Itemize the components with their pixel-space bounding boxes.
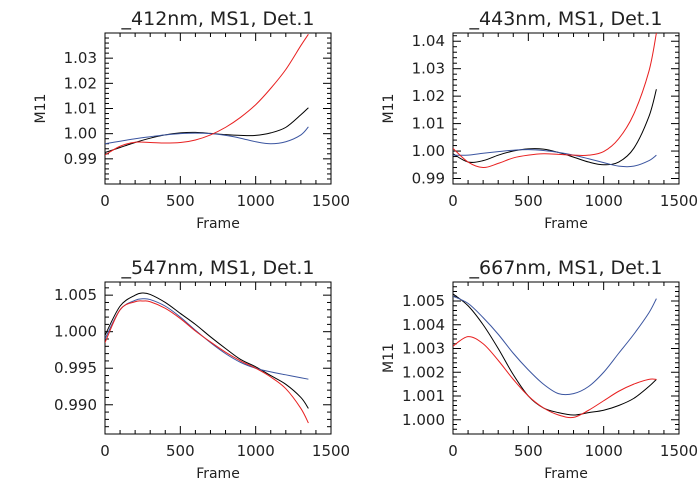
x-tick-label: 1000 (585, 192, 623, 210)
y-tick-label: 1.03 (64, 49, 97, 67)
plot-frame (452, 281, 680, 435)
y-axis-label: M11 (33, 94, 49, 124)
y-axis-label: M11 (381, 94, 397, 124)
chart-title: _667nm, MS1, Det.1 (469, 257, 663, 279)
x-tick-label: 1000 (237, 442, 275, 460)
plot-frame (452, 32, 680, 185)
series-line-blue (453, 295, 657, 396)
y-tick-label: 1.02 (64, 74, 97, 92)
chart-panel-3: _547nm, MS1, Det.1 0 500 1000 1500 0.990 0.995… (54, 257, 350, 482)
chart-title: _443nm, MS1, Det.1 (469, 8, 663, 30)
series-line-blue (453, 149, 657, 168)
y-tick-label: 1.004 (402, 316, 445, 334)
y-tick-label: 1.001 (402, 387, 445, 405)
y-tick-label: 1.01 (64, 100, 97, 118)
chart-panel-2: _443nm, MS1, Det.1 0 500 1000 1500 0.99 1.00 1.… (381, 8, 698, 232)
series-line-red (105, 33, 309, 156)
x-tick-label: 0 (100, 192, 110, 210)
series-line-red (453, 336, 657, 419)
x-tick-label: 500 (166, 192, 195, 210)
series-line-blue (105, 126, 309, 145)
y-tick-label: 1.002 (402, 363, 445, 381)
chart-title: _412nm, MS1, Det.1 (121, 8, 315, 30)
x-axis-label: Frame (544, 216, 588, 232)
y-tick-label: 1.03 (412, 60, 445, 78)
y-tick-label: 1.00 (64, 125, 97, 143)
x-tick-label: 1500 (312, 192, 350, 210)
y-tick-label: 1.000 (402, 411, 445, 429)
y-tick-label: 0.99 (64, 150, 97, 168)
x-tick-label: 1500 (660, 442, 698, 460)
y-tick-label: 0.995 (54, 359, 97, 377)
x-tick-label: 0 (448, 442, 458, 460)
series-line-black (453, 293, 657, 416)
y-axis-label: M11 (381, 343, 397, 373)
y-tick-label: 0.990 (54, 396, 97, 414)
y-tick-label: 1.005 (54, 286, 97, 304)
series-line-red (105, 300, 309, 424)
x-tick-label: 1000 (585, 442, 623, 460)
series-line-black (105, 292, 309, 409)
x-tick-label: 0 (448, 192, 458, 210)
y-tick-label: 1.003 (402, 340, 445, 358)
x-axis-label: Frame (196, 466, 240, 482)
x-tick-label: 1500 (660, 192, 698, 210)
y-tick-label: 1.01 (412, 115, 445, 133)
plot-frame (104, 32, 332, 185)
y-tick-label: 1.00 (412, 142, 445, 160)
chart-panel-1: _412nm, MS1, Det.1 0 500 1000 1500 0.99 1.00 1.… (33, 8, 350, 232)
chart-panel-4: _667nm, MS1, Det.1 0 500 1000 1500 1.000 1.001… (381, 257, 698, 482)
x-axis-label: Frame (196, 216, 240, 232)
plot-frame (104, 281, 332, 435)
x-tick-label: 0 (100, 442, 110, 460)
x-tick-label: 500 (514, 442, 543, 460)
x-tick-label: 500 (166, 442, 195, 460)
chart-title: _547nm, MS1, Det.1 (121, 257, 315, 279)
x-axis-label: Frame (544, 466, 588, 482)
y-tick-label: 1.005 (402, 292, 445, 310)
y-tick-label: 1.02 (412, 87, 445, 105)
x-tick-label: 500 (514, 192, 543, 210)
y-tick-label: 0.99 (412, 170, 445, 188)
series-line-black (105, 107, 309, 154)
series-line-red (453, 33, 657, 169)
y-tick-label: 1.000 (54, 323, 97, 341)
x-tick-label: 1500 (312, 442, 350, 460)
x-tick-label: 1000 (237, 192, 275, 210)
y-tick-label: 1.04 (412, 32, 445, 50)
